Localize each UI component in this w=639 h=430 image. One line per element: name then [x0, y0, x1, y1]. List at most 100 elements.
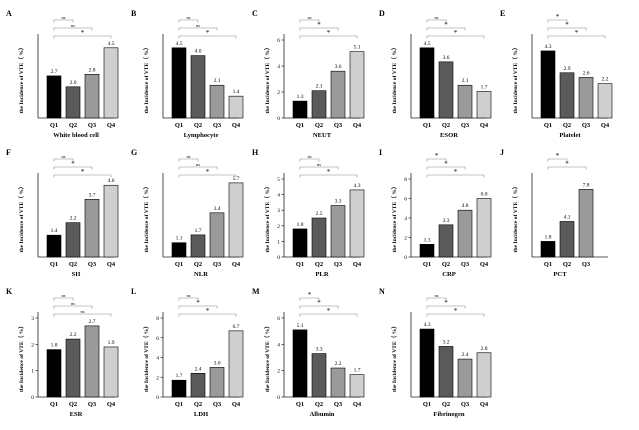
y-tick-label: 1 — [277, 239, 280, 245]
significance-bracket — [178, 297, 199, 301]
bar-q2 — [559, 221, 575, 258]
bar-q2 — [65, 222, 81, 258]
significance-label: * — [206, 168, 210, 176]
category-label: Q1 — [50, 401, 58, 408]
y-axis-label: the Incidence of VTE（ %） — [17, 323, 25, 392]
significance-bracket — [178, 174, 237, 178]
bar-q2 — [65, 338, 81, 398]
bar-q1 — [540, 50, 556, 119]
category-label: Q3 — [88, 261, 97, 268]
panel-letter: A — [6, 9, 12, 18]
significance-bracket — [53, 297, 74, 301]
significance-bracket — [426, 305, 466, 309]
y-axis-label: the Incidence of VTE（ %） — [142, 45, 150, 114]
category-label: Q4 — [480, 401, 489, 408]
bar-q4 — [476, 198, 492, 258]
category-label: Q2 — [69, 122, 77, 129]
significance-label: * — [454, 307, 458, 315]
significance-bracket — [426, 166, 466, 170]
value-label: 1.3 — [424, 237, 431, 243]
y-tick-label: 8 — [156, 316, 159, 322]
significance-label: * — [327, 307, 331, 315]
category-label: Q4 — [601, 122, 610, 129]
y-axis-label: the Incidence of VTE（ %） — [390, 323, 398, 392]
bar-q2 — [311, 90, 327, 119]
bar-q3 — [84, 198, 100, 258]
category-label: Q1 — [296, 122, 304, 129]
value-label: 6.0 — [481, 192, 488, 198]
bar-q2 — [438, 61, 454, 119]
category-label: Q2 — [315, 122, 323, 129]
bar-q4 — [228, 182, 244, 258]
bar-q1 — [46, 349, 62, 398]
bar-q2 — [190, 234, 206, 258]
y-tick-label: 2 — [156, 375, 159, 381]
y-tick-label: 2 — [277, 90, 280, 96]
significance-label: * — [444, 21, 448, 29]
y-tick-label: 0 — [277, 255, 280, 261]
category-label: Q3 — [461, 401, 470, 408]
significance-bracket — [426, 19, 447, 23]
category-label: Q1 — [175, 401, 183, 408]
category-label: Q3 — [461, 122, 470, 129]
bar-q1 — [171, 379, 187, 398]
significance-bracket — [178, 35, 237, 39]
bar-q1 — [46, 234, 62, 258]
bar-q2 — [559, 72, 575, 119]
panel-letter: D — [379, 9, 385, 18]
category-label: Q4 — [232, 261, 241, 268]
bar-q1 — [171, 242, 187, 258]
value-label: 2.7 — [51, 69, 58, 75]
y-tick-label: 0 — [156, 395, 159, 401]
significance-bracket — [547, 19, 568, 23]
significance-label: * — [575, 29, 579, 37]
bar-q2 — [190, 55, 206, 119]
y-tick-label: 6 — [404, 197, 407, 203]
value-label: 3.6 — [443, 55, 450, 61]
significance-bracket — [426, 27, 466, 31]
value-label: 1.7 — [481, 84, 488, 90]
bar-q2 — [438, 346, 454, 398]
y-tick-label: 2 — [277, 369, 280, 375]
value-label: 1.8 — [545, 234, 552, 240]
value-label: 2.0 — [70, 80, 77, 86]
bar-q4 — [349, 374, 365, 398]
bar-q1 — [46, 75, 62, 119]
category-label: Q4 — [480, 261, 489, 268]
bar-q1 — [292, 100, 308, 119]
category-label: Q2 — [563, 122, 571, 129]
significance-bracket — [53, 158, 74, 162]
value-label: 2.2 — [70, 216, 77, 222]
y-tick-label: 4 — [277, 342, 280, 348]
value-label: 1.4 — [233, 89, 240, 95]
panel-letter: F — [6, 148, 11, 157]
bar-q1 — [292, 228, 308, 258]
bar-q1 — [419, 244, 435, 258]
value-label: 2.2 — [602, 77, 609, 83]
y-tick-label: 5 — [277, 177, 280, 183]
bar-q1 — [419, 47, 435, 119]
y-axis-label: the Incidence of VTE（ %） — [511, 184, 519, 253]
y-axis-label: the Incidence of VTE（ %） — [263, 323, 271, 392]
y-tick-label: 0 — [277, 395, 280, 401]
panel-letter: L — [131, 287, 136, 296]
bar-q3 — [209, 367, 225, 398]
bar-q3 — [330, 205, 346, 258]
value-label: 2.7 — [89, 319, 96, 325]
significance-bracket — [547, 35, 606, 39]
significance-label: ns — [61, 154, 65, 159]
category-label: Q4 — [480, 122, 489, 129]
category-label: Q3 — [88, 122, 97, 129]
y-tick-label: 6 — [277, 316, 280, 322]
value-label: 2.9 — [564, 66, 571, 72]
value-label: 3.7 — [89, 192, 96, 198]
x-axis-title: NLR — [194, 271, 208, 278]
category-label: Q3 — [213, 122, 222, 129]
value-label: 5.7 — [233, 176, 240, 182]
value-label: 1.1 — [176, 236, 183, 242]
